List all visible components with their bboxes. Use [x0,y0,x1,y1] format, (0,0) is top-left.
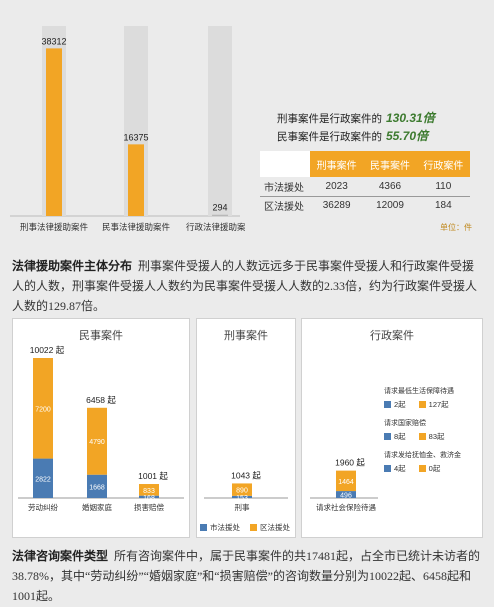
segment-label-district: 4790 [89,439,105,446]
x-tick-label: 刑事法律援助案件 [20,222,89,232]
x-tick-label: 婚姻家庭 [82,502,112,512]
ratio-criminal: 刑事案件是行政案件的 130.31倍 [277,111,435,125]
segment-label-district: 7200 [35,406,51,413]
x-tick-label: 刑事 [235,502,250,512]
x-tick-label: 请求社会保险待遇 [316,502,376,512]
segment-label-district: 833 [143,488,155,495]
legend-swatch-district [418,433,426,440]
legend-swatch-city [384,401,391,408]
bar-total-label: 1043 起 [231,470,261,480]
unit-label: 单位：件 [440,223,472,232]
x-tick-label: 行政法律援助案件 [186,222,245,232]
bar-total-label: 1001 起 [138,471,168,481]
series-legend: 市法援处 区法援处 [200,522,290,533]
segment-label-city: 153 [236,495,248,502]
paragraph-aid-distribution: 法律援助案件主体分布 刑事案件受援人的人数远远多于民事案件受援人和行政案件受援人的… [12,259,478,313]
ratio-civil: 民事案件是行政案件的 55.70倍 [277,129,429,143]
legend-swatch-district [418,465,426,472]
bar-segment-city [232,495,252,498]
col-admin: 行政案件 [416,151,470,177]
segment-label-city: 496 [340,493,352,500]
legend-swatch-district [418,401,426,408]
admin-legend: 请求最低生活保障待遇 2起 127起 请求国家赔偿 8起 83起 请求发给抚恤金… [384,386,480,474]
bar-total-label: 6458 起 [86,395,116,405]
col-criminal: 刑事案件 [310,151,364,177]
top-bar-chart: 38312 刑事法律援助案件 16375 民事法律援助案件 294 行政法律援助案件 [10,26,245,232]
panel-title-admin: 行政案件 [370,330,414,342]
comparison-table: 刑事案件 民事案件 行政案件 市法援处 2023 4366 110 区法援处 3… [260,151,470,215]
bar-segment-city [87,474,107,498]
table-row: 区法援处 36289 12009 184 [264,200,452,214]
bar [212,214,228,216]
col-civil: 民事案件 [363,151,417,177]
bar-value-label: 16375 [123,132,148,142]
legend-swatch-city [384,433,391,440]
admin-legend-group: 请求国家赔偿 8起 83起 [384,420,445,441]
legend-swatch-city [200,524,207,531]
paragraph-consultation-types: 法律咨询案件类型 所有咨询案件中，属于民事案件的共17481起，占全市已统计未访者… [12,549,481,603]
bar-segment-district [87,407,107,475]
panel-title-civil: 民事案件 [79,330,123,342]
bar-track [208,26,232,216]
legend-district: 区法援处 [260,523,290,532]
bar-segment-city [33,458,53,498]
bar-segment-district [232,483,252,496]
table-row: 市法援处 2023 4366 110 [260,177,470,197]
panel-admin: 行政案件 [301,318,483,538]
bar-segment-district [33,358,53,459]
admin-legend-group: 请求最低生活保障待遇 2起 127起 [384,388,454,409]
bar-total-label: 10022 起 [30,345,65,355]
segment-label-district: 1464 [338,479,354,486]
legend-swatch-city [384,465,391,472]
x-tick-label: 损害赔偿 [134,502,164,512]
bar-segment-district [139,484,159,496]
segment-label-city: 2822 [35,476,51,483]
bar-segment-city [139,495,159,498]
panel-title-criminal: 刑事案件 [224,330,268,342]
bar-value-label: 294 [212,203,227,213]
x-tick-label: 劳动纠纷 [28,502,58,512]
segment-label-city: 1668 [89,484,105,491]
bar [128,144,144,216]
admin-legend-group: 请求发给抚恤金、救济金 4起 0起 [384,452,461,473]
bar-segment-city [336,491,356,498]
bar [46,48,62,217]
legend-swatch-district [250,524,257,531]
segment-label-city: 168 [143,495,155,502]
segment-label-district: 890 [236,488,248,495]
panel-criminal: 刑事案件 [196,318,296,538]
bar-segment-district [336,470,356,492]
legend-city: 市法援处 [210,523,240,532]
bar-total-label: 1960 起 [335,458,365,468]
x-tick-label: 民事法律援助案件 [102,222,171,232]
bar-value-label: 38312 [41,36,66,46]
